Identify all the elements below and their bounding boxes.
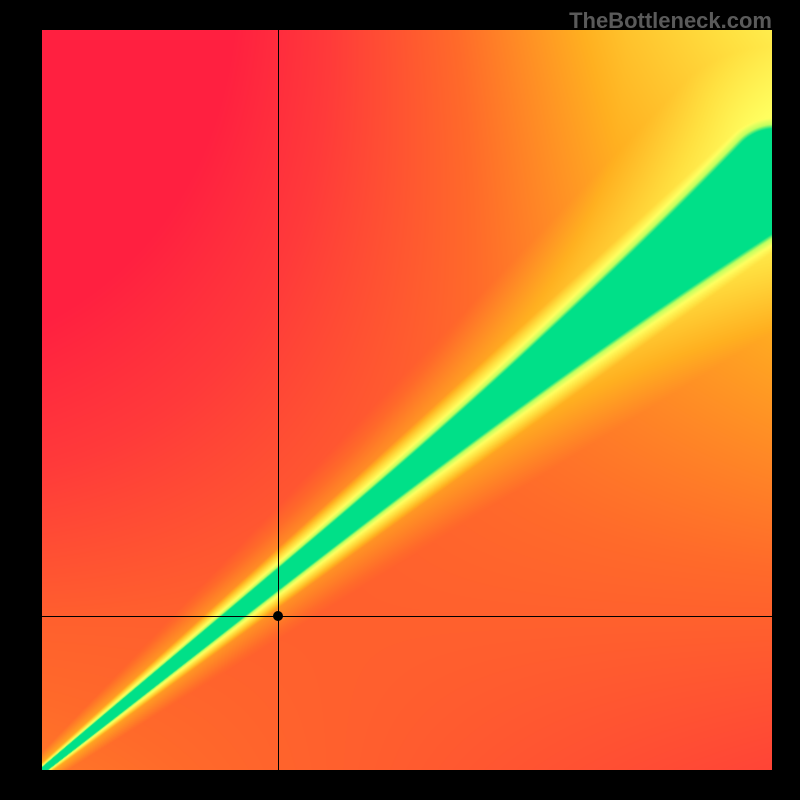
crosshair-vertical [278,30,279,770]
plot-area [42,30,772,770]
watermark-text: TheBottleneck.com [569,8,772,34]
data-point-marker [273,611,283,621]
heatmap-canvas [42,30,772,770]
crosshair-horizontal [42,616,772,617]
